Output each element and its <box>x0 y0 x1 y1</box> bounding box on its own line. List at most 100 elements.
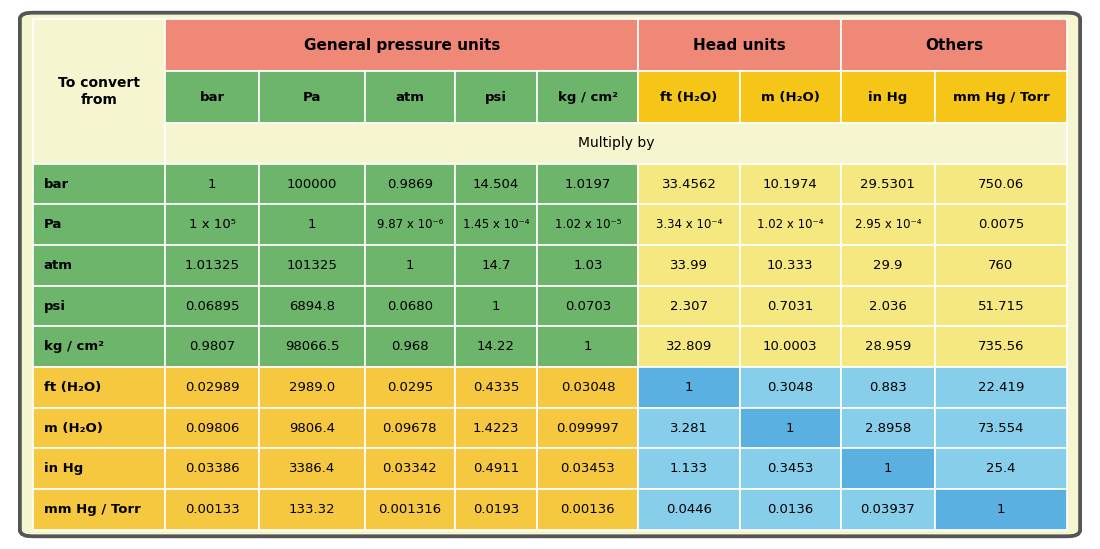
Text: kg / cm²: kg / cm² <box>44 340 103 354</box>
Text: 1: 1 <box>584 340 592 354</box>
Text: 28.959: 28.959 <box>865 340 911 354</box>
Text: 1.02 x 10⁻⁵: 1.02 x 10⁻⁵ <box>554 219 621 231</box>
Text: 0.3453: 0.3453 <box>767 462 813 475</box>
Text: 760: 760 <box>988 259 1013 272</box>
Text: 735.56: 735.56 <box>978 340 1024 354</box>
Text: mm Hg / Torr: mm Hg / Torr <box>44 503 141 516</box>
Text: 3.34 x 10⁻⁴: 3.34 x 10⁻⁴ <box>656 219 723 231</box>
Text: atm: atm <box>395 91 425 104</box>
Text: To convert
from: To convert from <box>58 76 140 107</box>
Text: 0.03937: 0.03937 <box>860 503 915 516</box>
Text: 0.968: 0.968 <box>390 340 429 354</box>
Text: psi: psi <box>485 91 507 104</box>
Text: 0.06895: 0.06895 <box>185 300 240 312</box>
Text: 10.1974: 10.1974 <box>762 178 817 191</box>
Text: 6894.8: 6894.8 <box>289 300 336 312</box>
Text: 29.5301: 29.5301 <box>860 178 915 191</box>
Text: 1: 1 <box>785 422 794 435</box>
Text: 1.01325: 1.01325 <box>185 259 240 272</box>
Text: 0.099997: 0.099997 <box>557 422 619 435</box>
Text: 0.0075: 0.0075 <box>978 219 1024 231</box>
Text: psi: psi <box>44 300 66 312</box>
Text: 0.883: 0.883 <box>869 381 906 394</box>
Text: 1: 1 <box>492 300 500 312</box>
Text: 101325: 101325 <box>287 259 338 272</box>
Text: 14.7: 14.7 <box>482 259 510 272</box>
Text: 1.0197: 1.0197 <box>564 178 612 191</box>
Text: 2989.0: 2989.0 <box>289 381 336 394</box>
Text: 22.419: 22.419 <box>978 381 1024 394</box>
Text: mm Hg / Torr: mm Hg / Torr <box>953 91 1049 104</box>
Text: Pa: Pa <box>44 219 62 231</box>
Text: 2.95 x 10⁻⁴: 2.95 x 10⁻⁴ <box>855 219 921 231</box>
Text: 1: 1 <box>406 259 414 272</box>
Text: 1: 1 <box>308 219 317 231</box>
Text: 33.99: 33.99 <box>670 259 708 272</box>
Text: 0.9869: 0.9869 <box>387 178 432 191</box>
Text: 1.03: 1.03 <box>573 259 603 272</box>
Text: ft (H₂O): ft (H₂O) <box>660 91 717 104</box>
Text: 0.0446: 0.0446 <box>666 503 712 516</box>
Text: 51.715: 51.715 <box>978 300 1024 312</box>
Text: 1: 1 <box>997 503 1005 516</box>
Text: 0.4335: 0.4335 <box>473 381 519 394</box>
Text: 0.0136: 0.0136 <box>767 503 813 516</box>
Text: 33.4562: 33.4562 <box>661 178 716 191</box>
Text: 2.8958: 2.8958 <box>865 422 911 435</box>
Text: 2.307: 2.307 <box>670 300 708 312</box>
Text: 1: 1 <box>685 381 693 394</box>
Text: 0.09678: 0.09678 <box>383 422 437 435</box>
Text: 1 x 10⁵: 1 x 10⁵ <box>189 219 235 231</box>
Text: 0.00133: 0.00133 <box>185 503 240 516</box>
Text: 2.036: 2.036 <box>869 300 906 312</box>
Text: 0.00136: 0.00136 <box>561 503 615 516</box>
Text: 1: 1 <box>208 178 217 191</box>
Text: 750.06: 750.06 <box>978 178 1024 191</box>
Text: 0.0193: 0.0193 <box>473 503 519 516</box>
Text: 1.45 x 10⁻⁴: 1.45 x 10⁻⁴ <box>463 219 529 231</box>
Text: in Hg: in Hg <box>868 91 908 104</box>
Text: 100000: 100000 <box>287 178 338 191</box>
Text: Pa: Pa <box>302 91 321 104</box>
Text: 0.0295: 0.0295 <box>387 381 433 394</box>
Text: 10.333: 10.333 <box>767 259 813 272</box>
Text: in Hg: in Hg <box>44 462 82 475</box>
Text: 25.4: 25.4 <box>987 462 1015 475</box>
Text: 29.9: 29.9 <box>873 259 902 272</box>
Text: 9.87 x 10⁻⁶: 9.87 x 10⁻⁶ <box>376 219 443 231</box>
Text: 0.9807: 0.9807 <box>189 340 235 354</box>
Text: Others: Others <box>925 38 983 53</box>
Text: General pressure units: General pressure units <box>304 38 500 53</box>
Text: 9806.4: 9806.4 <box>289 422 336 435</box>
Text: Multiply by: Multiply by <box>578 137 654 150</box>
Text: 1.133: 1.133 <box>670 462 708 475</box>
Text: m (H₂O): m (H₂O) <box>761 91 820 104</box>
Text: 98066.5: 98066.5 <box>285 340 340 354</box>
Text: m (H₂O): m (H₂O) <box>44 422 102 435</box>
Text: Head units: Head units <box>693 38 785 53</box>
Text: 0.0680: 0.0680 <box>387 300 432 312</box>
Text: ft (H₂O): ft (H₂O) <box>44 381 101 394</box>
Text: 3386.4: 3386.4 <box>289 462 336 475</box>
Text: 0.03342: 0.03342 <box>383 462 437 475</box>
Text: 0.7031: 0.7031 <box>767 300 813 312</box>
Text: 0.03386: 0.03386 <box>185 462 240 475</box>
Text: 14.22: 14.22 <box>477 340 515 354</box>
Text: 1.4223: 1.4223 <box>473 422 519 435</box>
Text: 73.554: 73.554 <box>978 422 1024 435</box>
Text: 1.02 x 10⁻⁴: 1.02 x 10⁻⁴ <box>757 219 824 231</box>
Text: 0.03048: 0.03048 <box>561 381 615 394</box>
Text: 1: 1 <box>883 462 892 475</box>
Text: 0.3048: 0.3048 <box>767 381 813 394</box>
Text: 3.281: 3.281 <box>670 422 708 435</box>
Text: bar: bar <box>200 91 224 104</box>
Text: 10.0003: 10.0003 <box>762 340 817 354</box>
Text: bar: bar <box>44 178 68 191</box>
Text: 133.32: 133.32 <box>289 503 336 516</box>
Text: 14.504: 14.504 <box>473 178 519 191</box>
Text: 0.001316: 0.001316 <box>378 503 441 516</box>
Text: kg / cm²: kg / cm² <box>558 91 618 104</box>
Text: 0.02989: 0.02989 <box>185 381 240 394</box>
Text: 32.809: 32.809 <box>666 340 712 354</box>
Text: 0.4911: 0.4911 <box>473 462 519 475</box>
